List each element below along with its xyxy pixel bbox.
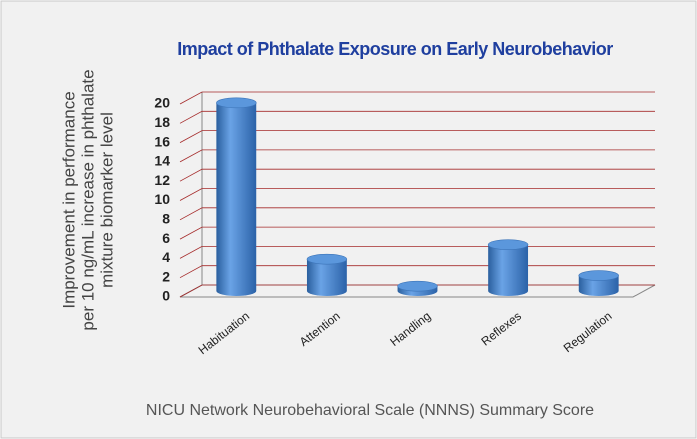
- y-tick-label: 6: [162, 230, 170, 246]
- grid-line: [179, 188, 655, 201]
- bar: [397, 280, 438, 296]
- y-tick-label: 18: [154, 114, 170, 130]
- y-tick-label: 0: [162, 288, 170, 304]
- chart-title: Impact of Phthalate Exposure on Early Ne…: [177, 39, 613, 59]
- bar-body: [306, 259, 347, 296]
- y-tick-label: 14: [154, 153, 170, 169]
- y-tick-label: 4: [162, 249, 170, 265]
- bar-top: [306, 253, 348, 265]
- bar-body: [578, 275, 619, 296]
- grid-line: [179, 226, 655, 240]
- grid-line: [179, 207, 655, 221]
- bar-top: [216, 97, 257, 109]
- y-tick-label: 8: [162, 211, 170, 227]
- grid-line: [179, 91, 655, 105]
- y-axis-title: Improvement in performance: [59, 91, 78, 308]
- bar-body: [488, 244, 529, 296]
- y-tick-label: 12: [154, 172, 170, 188]
- bar-top: [487, 239, 529, 250]
- bar: [216, 97, 257, 296]
- y-tick-label: 10: [154, 191, 170, 207]
- y-tick-label: 2: [162, 268, 170, 284]
- y-tick-label: 20: [154, 95, 170, 111]
- grid-line: [179, 110, 655, 124]
- bar-body: [216, 102, 257, 296]
- y-tick-label: 16: [154, 133, 170, 149]
- bar: [578, 270, 619, 296]
- bar: [306, 253, 348, 296]
- bar: [487, 239, 529, 296]
- grid-line: [179, 168, 655, 182]
- bar-top: [397, 280, 438, 292]
- grid-line: [179, 149, 655, 163]
- grid-line: [179, 130, 655, 143]
- x-axis-title: NICU Network Neurobehavioral Scale (NNNS…: [146, 402, 594, 419]
- y-axis-title: per 10 ng/mL increase in phthalate: [78, 69, 97, 330]
- y-axis-title: mixture biomarker level: [97, 112, 116, 288]
- bar-top: [578, 270, 619, 281]
